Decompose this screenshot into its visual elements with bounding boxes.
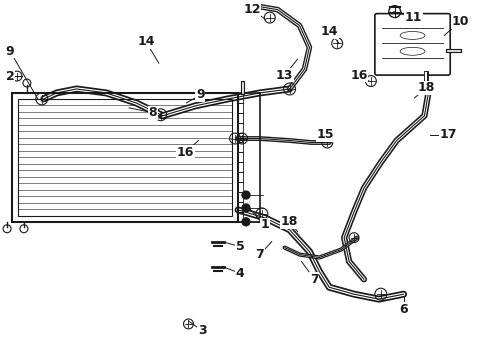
Text: 16: 16 [177, 146, 194, 159]
Text: 5: 5 [236, 240, 245, 253]
Text: 11: 11 [405, 11, 422, 24]
Bar [18, 99, 232, 216]
Text: 7: 7 [310, 273, 319, 286]
Text: 17: 17 [440, 128, 457, 141]
Text: 10: 10 [451, 15, 469, 28]
Text: 9: 9 [6, 45, 14, 58]
Text: 8: 8 [148, 106, 157, 119]
Text: 13: 13 [276, 69, 294, 82]
Text: 16: 16 [350, 69, 368, 82]
Text: 15: 15 [317, 128, 334, 141]
Text: 6: 6 [399, 302, 408, 316]
Text: 4: 4 [236, 267, 245, 280]
Text: 14: 14 [320, 25, 338, 38]
Circle shape [242, 218, 250, 226]
Text: 14: 14 [137, 35, 155, 48]
Text: 18: 18 [281, 215, 298, 228]
Text: 18: 18 [418, 81, 435, 94]
Circle shape [242, 204, 250, 212]
Text: 7: 7 [255, 248, 264, 261]
Text: 3: 3 [198, 324, 207, 337]
Text: 1: 1 [261, 218, 269, 231]
Circle shape [242, 191, 250, 199]
Text: 12: 12 [243, 3, 261, 16]
Text: 9: 9 [196, 89, 205, 102]
Text: 2: 2 [6, 69, 14, 82]
Bar [12, 93, 238, 222]
